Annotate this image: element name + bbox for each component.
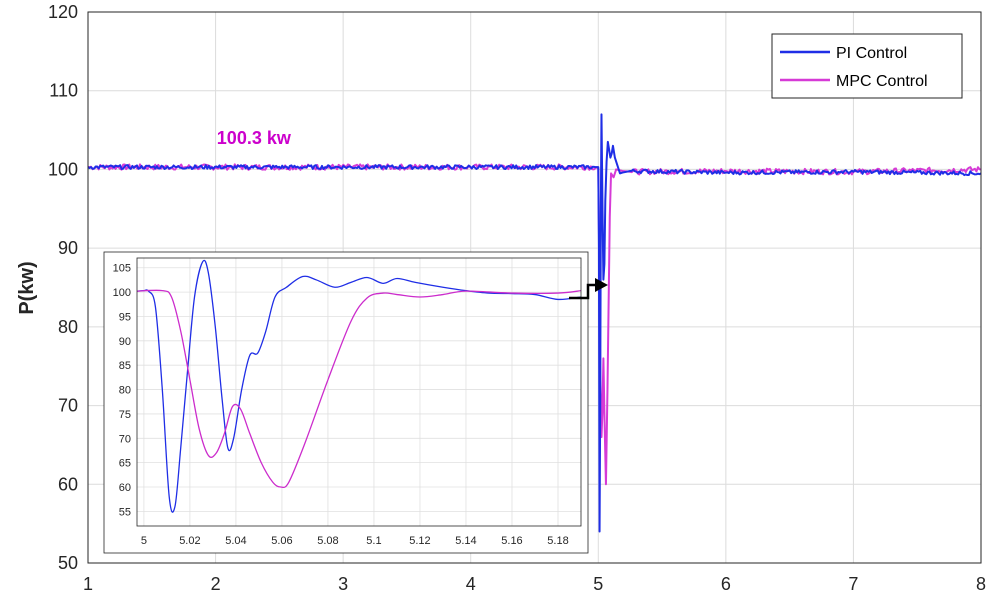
- inset-x-tick-label: 5: [141, 535, 147, 547]
- main-series: [87, 113, 982, 533]
- main-y-tick-label: 110: [49, 81, 78, 101]
- zoom-arrow: [569, 278, 608, 300]
- inset-y-tick-label: 85: [119, 360, 131, 372]
- main-y-tick-label: 80: [58, 317, 78, 337]
- inset-y-tick-label: 95: [119, 311, 131, 323]
- main-y-tick-label: 50: [58, 553, 78, 573]
- inset-grid: [137, 258, 581, 526]
- main-x-tick-label: 7: [848, 574, 858, 594]
- legend-label-pi: PI Control: [836, 45, 907, 62]
- main-x-tick-label: 3: [338, 574, 348, 594]
- inset-y-tick-label: 75: [119, 409, 131, 421]
- inset-x-tick-label: 5.1: [366, 535, 381, 547]
- main-x-tick-label: 8: [976, 574, 986, 594]
- main-x-tick-label: 1: [83, 574, 93, 594]
- inset-y-tick-label: 105: [113, 263, 131, 275]
- legend: PI Control MPC Control: [771, 33, 963, 99]
- main-x-tick-label: 2: [211, 574, 221, 594]
- inset-x-tick-label: 5.08: [317, 535, 338, 547]
- inset-x-tick-label: 5.16: [501, 535, 522, 547]
- main-y-tick-label: 90: [58, 238, 78, 258]
- inset-y-tick-label: 65: [119, 458, 131, 470]
- main-series-line: [87, 113, 982, 533]
- main-tick-labels: 1 2 3 4 5 6 7 8 50 60 70 80 90 100 110 120: [48, 2, 986, 594]
- inset-y-tick-label: 70: [119, 433, 131, 445]
- legend-label-mpc: MPC Control: [836, 73, 928, 90]
- inset-y-tick-label: 90: [119, 336, 131, 348]
- inset-x-tick-label: 5.06: [271, 535, 292, 547]
- y-axis-label: P(kw): [16, 261, 38, 314]
- inset-x-tick-label: 5.14: [455, 535, 476, 547]
- zoom-arrow-line: [569, 283, 595, 300]
- inset-x-tick-label: 5.04: [225, 535, 246, 547]
- legend-box: [771, 33, 963, 99]
- main-y-tick-label: 120: [48, 2, 78, 22]
- inset-y-tick-label: 60: [119, 482, 131, 494]
- inset-y-tick-label: 55: [119, 506, 131, 518]
- inset-x-tick-label: 5.02: [179, 535, 200, 547]
- main-x-tick-label: 4: [466, 574, 476, 594]
- inset-x-tick-label: 5.18: [547, 535, 568, 547]
- inset-x-tick-label: 5.12: [409, 535, 430, 547]
- inset-tick-labels: 5 5.02 5.04 5.06 5.08 5.1 5.12 5.14 5.16 5.18 55 60…: [113, 263, 569, 547]
- zoom-arrow-head: [595, 278, 608, 292]
- main-y-tick-label: 100: [48, 159, 78, 179]
- inset-plot-frame: [136, 257, 582, 527]
- inset-y-tick-label: 100: [113, 287, 131, 299]
- inset-y-tick-label: 80: [119, 385, 131, 397]
- main-y-tick-label: 60: [58, 474, 78, 494]
- main-plot-frame: [87, 11, 982, 564]
- inset-series-line: [137, 289, 581, 489]
- main-x-tick-label: 5: [593, 574, 603, 594]
- inset-series-line: [137, 259, 581, 513]
- main-x-tick-label: 6: [721, 574, 731, 594]
- inset-background: [103, 251, 589, 554]
- main-y-tick-label: 70: [58, 396, 78, 416]
- annotation-label: 100.3 kw: [217, 128, 292, 148]
- inset-series: [137, 259, 581, 513]
